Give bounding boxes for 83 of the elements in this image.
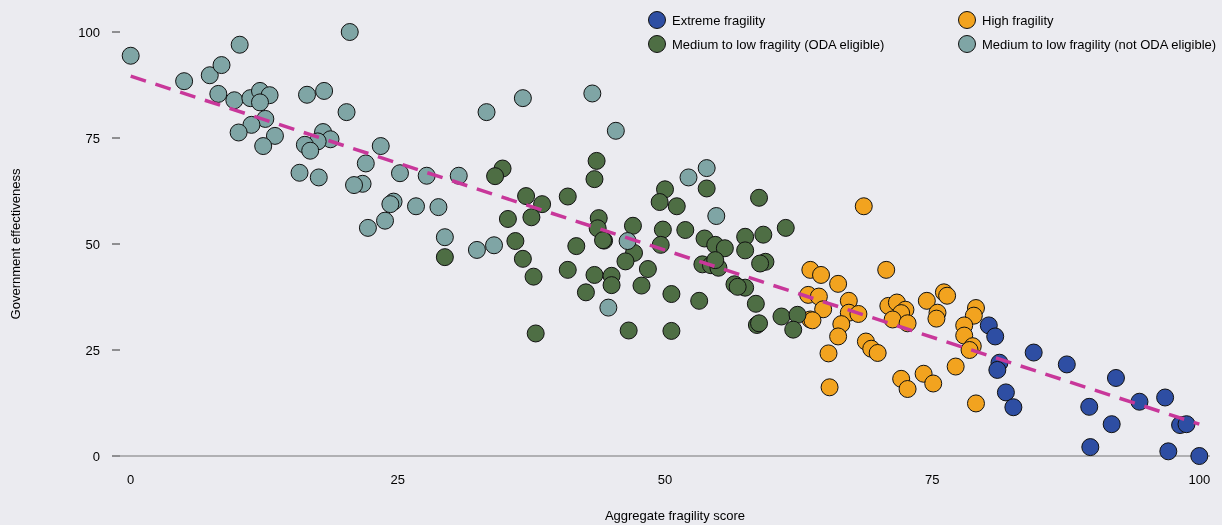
point [599,298,618,317]
point [485,236,504,255]
point [1159,442,1178,461]
point [812,265,831,284]
x-tick-label: 0 [127,472,135,487]
point [175,72,194,91]
point [927,309,946,328]
point [938,286,957,305]
point [340,23,359,41]
point [298,85,317,104]
y-tick-label: 0 [92,448,100,464]
point [265,126,284,145]
point [230,35,249,54]
point [290,163,309,182]
y-tick-label: 25 [85,342,100,358]
point [467,240,486,259]
legend-label: High fragility [982,13,1055,28]
point [229,123,248,142]
point [697,159,716,178]
point [1004,398,1023,417]
point [371,137,390,156]
legend-label: Medium to low fragility (not ODA eligible) [982,37,1217,52]
point [820,378,839,397]
point [1080,397,1099,416]
point [407,197,426,216]
point [435,228,454,247]
y-tick-label: 100 [78,24,100,40]
x-tick-label: 25 [390,472,406,487]
point [1024,343,1043,362]
point [868,343,887,362]
point [200,66,219,85]
point [946,357,965,376]
point [966,394,985,413]
point [898,380,917,399]
y-tick-label: 75 [85,130,100,146]
point [986,327,1005,346]
point [376,211,395,230]
point [1177,415,1196,434]
point [121,46,140,65]
point [707,207,726,226]
point [877,260,896,279]
point [429,198,448,217]
point [1156,388,1175,407]
point [209,84,228,103]
point [1057,355,1076,374]
point [1190,447,1209,465]
legend-label: Extreme fragility [672,13,766,28]
point [854,197,873,216]
point [309,168,328,187]
point [477,103,496,122]
point [1081,438,1100,457]
point [345,176,364,195]
point [356,154,375,173]
point [1130,392,1149,411]
point [225,91,244,110]
point [679,168,698,187]
point [358,218,377,237]
point [1102,415,1121,434]
point [254,137,273,156]
point [988,360,1007,379]
point [924,374,943,393]
y-axis-title: Government effectiveness [8,168,23,320]
point [917,291,936,310]
point [390,164,409,183]
x-axis-title: Aggregate fragility score [604,508,746,523]
y-tick-label: 50 [85,236,100,252]
point [513,89,532,108]
point [212,56,231,75]
point [819,344,838,363]
point [583,84,602,103]
x-tick-label: 100 [1188,472,1211,487]
x-tick-label: 50 [657,472,673,487]
legend-label: Medium to low fragility (ODA eligible) [672,37,885,52]
point [337,103,356,122]
point [829,327,848,346]
point [301,141,320,160]
point [996,383,1015,402]
point [829,274,848,293]
point [1106,368,1125,387]
x-tick-label: 75 [924,472,940,487]
point [315,81,334,100]
point [606,121,625,140]
point [250,93,269,112]
